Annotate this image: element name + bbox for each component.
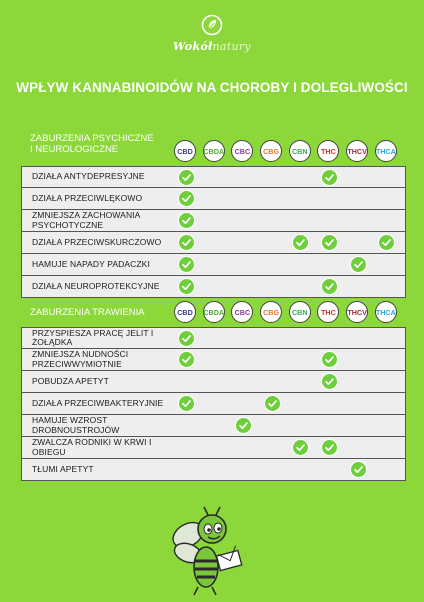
row-label: POBUDZA APETYT xyxy=(32,375,109,386)
row-label: ZWALCZA RODNIKI W KRWI I OBIEGU xyxy=(32,437,152,457)
cannabinoid-thcv: THCV xyxy=(346,140,369,162)
leaf-logo-icon xyxy=(201,14,223,36)
section-title-line1: ZABURZENIA PSYCHICZNE xyxy=(30,133,154,144)
table-row: ZMNIEJSZA ZACHOWANIA PSYCHOTYCZNE xyxy=(21,210,406,232)
cannabinoid-cbg: CBG xyxy=(260,140,283,162)
cannabinoid-cbda: CBDA xyxy=(202,301,225,323)
check-icon xyxy=(349,256,367,273)
table-row: DZIAŁA PRZECIWLĘKOWO xyxy=(21,188,406,210)
check-icon xyxy=(292,439,310,456)
table-row: HAMUJE WZROST DROBNOUSTROJÓW xyxy=(21,415,406,437)
brand-logo: Wokółnatury xyxy=(0,14,424,53)
table-row: PRZYSPIESZA PRACĘ JELIT I ŻOŁĄDKA xyxy=(21,327,406,349)
cannabinoid-cbd: CBD xyxy=(174,140,196,162)
table-row: ZMNIEJSZA NUDNOŚCI PRZECIWWYMIOTNIE xyxy=(21,349,406,371)
table-row: TŁUMI APETYT xyxy=(21,459,406,481)
table-row: DZIAŁA PRZECIWSKURCZOWO xyxy=(21,232,406,254)
check-icon xyxy=(177,256,195,273)
section-title-digestive: ZABURZENIA TRAWIENIA xyxy=(30,307,145,318)
cannabinoid-thc: THC xyxy=(317,140,340,162)
table-digestive: PRZYSPIESZA PRACĘ JELIT I ŻOŁĄDKA ZMNIEJS… xyxy=(21,327,406,481)
cannabinoid-thc: THC xyxy=(317,301,340,323)
check-icon xyxy=(321,439,338,456)
cannabinoid-cbn: CBN xyxy=(288,140,311,162)
table-psychiatric: DZIAŁA ANTYDEPRESYJNE DZIAŁA PRZECIWLĘKOW… xyxy=(21,166,406,298)
row-label: ZMNIEJSZA NUDNOŚCI PRZECIWWYMIOTNIE xyxy=(32,349,129,369)
row-label: TŁUMI APETYT xyxy=(32,463,94,474)
check-icon xyxy=(177,190,195,207)
row-label: DZIAŁA ANTYDEPRESYJNE xyxy=(32,171,145,182)
check-icon xyxy=(321,351,338,368)
row-label: DZIAŁA PRZECIWBAKTERYJNIE xyxy=(32,397,164,408)
check-icon xyxy=(177,234,195,251)
section-title-line2: I NEUROLOGICZNE xyxy=(30,144,119,155)
check-icon xyxy=(321,169,338,186)
check-icon xyxy=(177,395,195,412)
cannabinoid-thcv: THCV xyxy=(346,301,369,323)
cannabinoid-thca: THCA xyxy=(374,140,397,162)
check-icon xyxy=(321,373,338,390)
row-label: DZIAŁA PRZECIWLĘKOWO xyxy=(32,192,143,203)
row-label: DZIAŁA NEUROPROTEKCYJNE xyxy=(32,280,160,291)
row-label: PRZYSPIESZA PRACĘ JELIT I ŻOŁĄDKA xyxy=(32,327,154,347)
cannabinoid-thca: THCA xyxy=(374,301,397,323)
check-icon xyxy=(177,351,195,368)
table-row: HAMUJE NAPADY PADACZKI xyxy=(21,254,406,276)
brand-name-bold: Wokół xyxy=(173,40,213,53)
cannabinoid-cbg: CBG xyxy=(260,301,283,323)
row-label: HAMUJE WZROST DROBNOUSTROJÓW xyxy=(32,415,120,435)
section-title-line1: ZABURZENIA TRAWIENIA xyxy=(30,307,145,318)
page-title: WPŁYW KANNABINOIDÓW NA CHOROBY I DOLEGLI… xyxy=(16,80,408,95)
cannabinoid-cbn: CBN xyxy=(288,301,311,323)
check-icon xyxy=(378,234,396,251)
cannabinoid-cbc: CBC xyxy=(231,140,254,162)
check-icon xyxy=(177,212,195,229)
cannabinoid-header-2: CBD CBDA CBC CBG CBN THC THCV THCA xyxy=(174,301,404,323)
brand-name: Wokółnatury xyxy=(0,40,424,53)
table-row: POBUDZA APETYT xyxy=(21,371,406,393)
table-row: DZIAŁA NEUROPROTEKCYJNE xyxy=(21,276,406,298)
check-icon xyxy=(321,278,338,295)
check-icon xyxy=(292,234,310,251)
check-icon xyxy=(263,395,281,412)
row-label: ZMNIEJSZA ZACHOWANIA PSYCHOTYCZNE xyxy=(32,210,140,230)
table-row: ZWALCZA RODNIKI W KRWI I OBIEGU xyxy=(21,437,406,459)
row-label: HAMUJE NAPADY PADACZKI xyxy=(32,258,150,269)
row-label: DZIAŁA PRZECIWSKURCZOWO xyxy=(32,236,162,247)
check-icon xyxy=(177,169,195,186)
cannabinoid-cbc: CBC xyxy=(231,301,254,323)
brand-name-rest: natury xyxy=(212,40,251,53)
bee-mascot-icon xyxy=(168,505,258,602)
cannabinoid-cbd: CBD xyxy=(174,301,196,323)
check-icon xyxy=(177,278,195,295)
cannabinoid-header-1: CBD CBDA CBC CBG CBN THC THCV THCA xyxy=(174,140,404,162)
table-row: DZIAŁA PRZECIWBAKTERYJNIE xyxy=(21,393,406,415)
check-icon xyxy=(177,330,195,347)
cannabinoid-cbda: CBDA xyxy=(202,140,225,162)
section-title-psychiatric: ZABURZENIA PSYCHICZNE I NEUROLOGICZNE xyxy=(30,133,154,155)
check-icon xyxy=(349,461,367,478)
table-row: DZIAŁA ANTYDEPRESYJNE xyxy=(21,166,406,188)
check-icon xyxy=(234,417,252,434)
check-icon xyxy=(321,234,338,251)
